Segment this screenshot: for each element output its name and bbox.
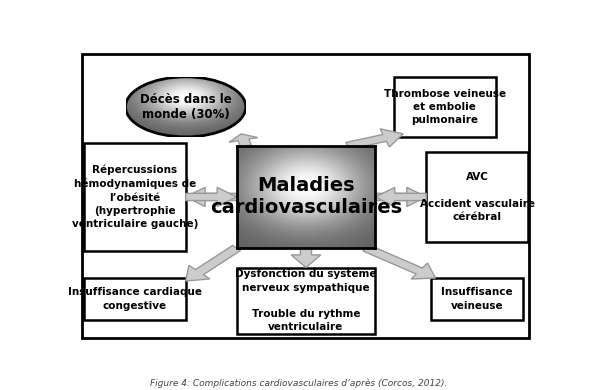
FancyBboxPatch shape [426, 152, 528, 242]
Text: Insuffisance
veineuse: Insuffisance veineuse [441, 287, 513, 311]
FancyBboxPatch shape [84, 278, 186, 320]
FancyBboxPatch shape [394, 77, 496, 137]
Text: Dysfonction du système
nerveux sympathique

Trouble du rythme
ventriculaire: Dysfonction du système nerveux sympathiq… [235, 269, 377, 332]
Text: AVC

Accident vasculaire
cérébral: AVC Accident vasculaire cérébral [420, 172, 535, 222]
FancyBboxPatch shape [431, 278, 524, 320]
FancyBboxPatch shape [84, 143, 186, 251]
Polygon shape [363, 245, 436, 279]
Text: Figure 4: Complications cardiovasculaires d’après (Corcos, 2012).: Figure 4: Complications cardiovasculaire… [150, 379, 447, 388]
Polygon shape [229, 134, 258, 147]
Polygon shape [291, 248, 321, 268]
Text: Répercussions
hémodynamiques de
l’obésité
(hypertrophie
ventriculaire gauche): Répercussions hémodynamiques de l’obésit… [72, 165, 198, 229]
FancyBboxPatch shape [82, 54, 530, 338]
Text: Insuffisance cardiaque
congestive: Insuffisance cardiaque congestive [68, 287, 202, 311]
Polygon shape [186, 187, 236, 207]
Polygon shape [346, 129, 403, 149]
Polygon shape [186, 187, 236, 207]
Polygon shape [376, 187, 426, 207]
Polygon shape [186, 245, 241, 281]
Text: Thrombose veineuse
et embolie
pulmonaire: Thrombose veineuse et embolie pulmonaire [384, 89, 506, 125]
FancyBboxPatch shape [236, 268, 376, 333]
Polygon shape [376, 187, 426, 207]
